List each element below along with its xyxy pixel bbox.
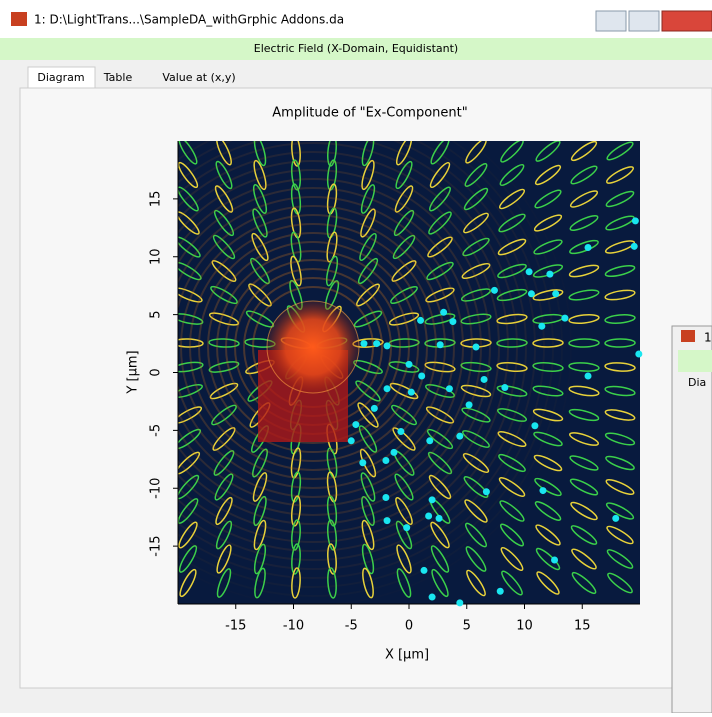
point (437, 341, 444, 348)
point (612, 515, 619, 522)
point (418, 372, 425, 379)
x-tick-label: -15 (225, 619, 246, 634)
x-tick-label: 5 (463, 619, 471, 634)
point (384, 517, 391, 524)
point (348, 437, 355, 444)
point (429, 594, 436, 601)
minimize-button[interactable] (596, 11, 626, 31)
point (382, 494, 389, 501)
point (440, 309, 447, 316)
point (446, 385, 453, 392)
point (425, 513, 432, 520)
point (481, 376, 488, 383)
point (384, 342, 391, 349)
chart-title: Amplitude of "Ex-Component" (272, 106, 467, 121)
second-tab[interactable]: Dia (688, 376, 706, 389)
point (632, 217, 639, 224)
point (483, 488, 490, 495)
close-button[interactable] (662, 11, 712, 31)
point (531, 422, 538, 429)
point (371, 405, 378, 412)
point (426, 437, 433, 444)
x-axis-label: X [µm] (385, 648, 429, 663)
point (449, 318, 456, 325)
point (551, 557, 558, 564)
point (466, 401, 473, 408)
point (352, 421, 359, 428)
y-tick-label: 0 (149, 368, 164, 376)
app-icon (681, 330, 695, 342)
point (417, 317, 424, 324)
point (403, 524, 410, 531)
point (631, 243, 638, 250)
point (497, 588, 504, 595)
y-axis-label: Y [µm] (126, 350, 141, 394)
tab[interactable]: Table (103, 71, 133, 84)
app-icon (11, 12, 27, 26)
point (373, 340, 380, 347)
point (472, 344, 479, 351)
point (421, 567, 428, 574)
second-header (678, 350, 712, 372)
y-tick-label: -5 (149, 424, 164, 437)
point (635, 350, 642, 357)
point (359, 459, 366, 466)
point (561, 315, 568, 322)
y-tick-label: 10 (149, 248, 164, 265)
point (429, 496, 436, 503)
point (436, 515, 443, 522)
second-window-title: 1 (704, 331, 712, 345)
point (546, 271, 553, 278)
window-title: 1: D:\LightTrans...\SampleDA_withGrphic … (34, 13, 344, 27)
point (501, 384, 508, 391)
point (384, 385, 391, 392)
point (390, 449, 397, 456)
tab[interactable]: Diagram (37, 71, 84, 84)
point (456, 433, 463, 440)
point (528, 290, 535, 297)
maximize-button[interactable] (629, 11, 659, 31)
tab[interactable]: Value at (x,y) (162, 71, 235, 84)
screen: 1: D:\LightTrans...\SampleDA_withGrphic … (0, 0, 712, 713)
y-tick-label: 5 (149, 310, 164, 318)
point (360, 340, 367, 347)
point (585, 244, 592, 251)
point (406, 361, 413, 368)
y-tick-label: -15 (149, 536, 164, 557)
header-text: Electric Field (X-Domain, Equidistant) (254, 42, 458, 55)
point (408, 389, 415, 396)
x-tick-label: -5 (345, 619, 358, 634)
point (538, 323, 545, 330)
point (456, 599, 463, 606)
point (585, 372, 592, 379)
source-glow (267, 301, 359, 393)
x-tick-label: 15 (574, 619, 591, 634)
x-tick-label: 10 (516, 619, 533, 634)
point (382, 457, 389, 464)
point (397, 428, 404, 435)
point (526, 268, 533, 275)
point (539, 487, 546, 494)
point (552, 290, 559, 297)
point (491, 287, 498, 294)
x-tick-label: -10 (283, 619, 304, 634)
y-tick-label: 15 (149, 191, 164, 208)
x-tick-label: 0 (405, 619, 413, 634)
y-tick-label: -10 (149, 478, 164, 499)
